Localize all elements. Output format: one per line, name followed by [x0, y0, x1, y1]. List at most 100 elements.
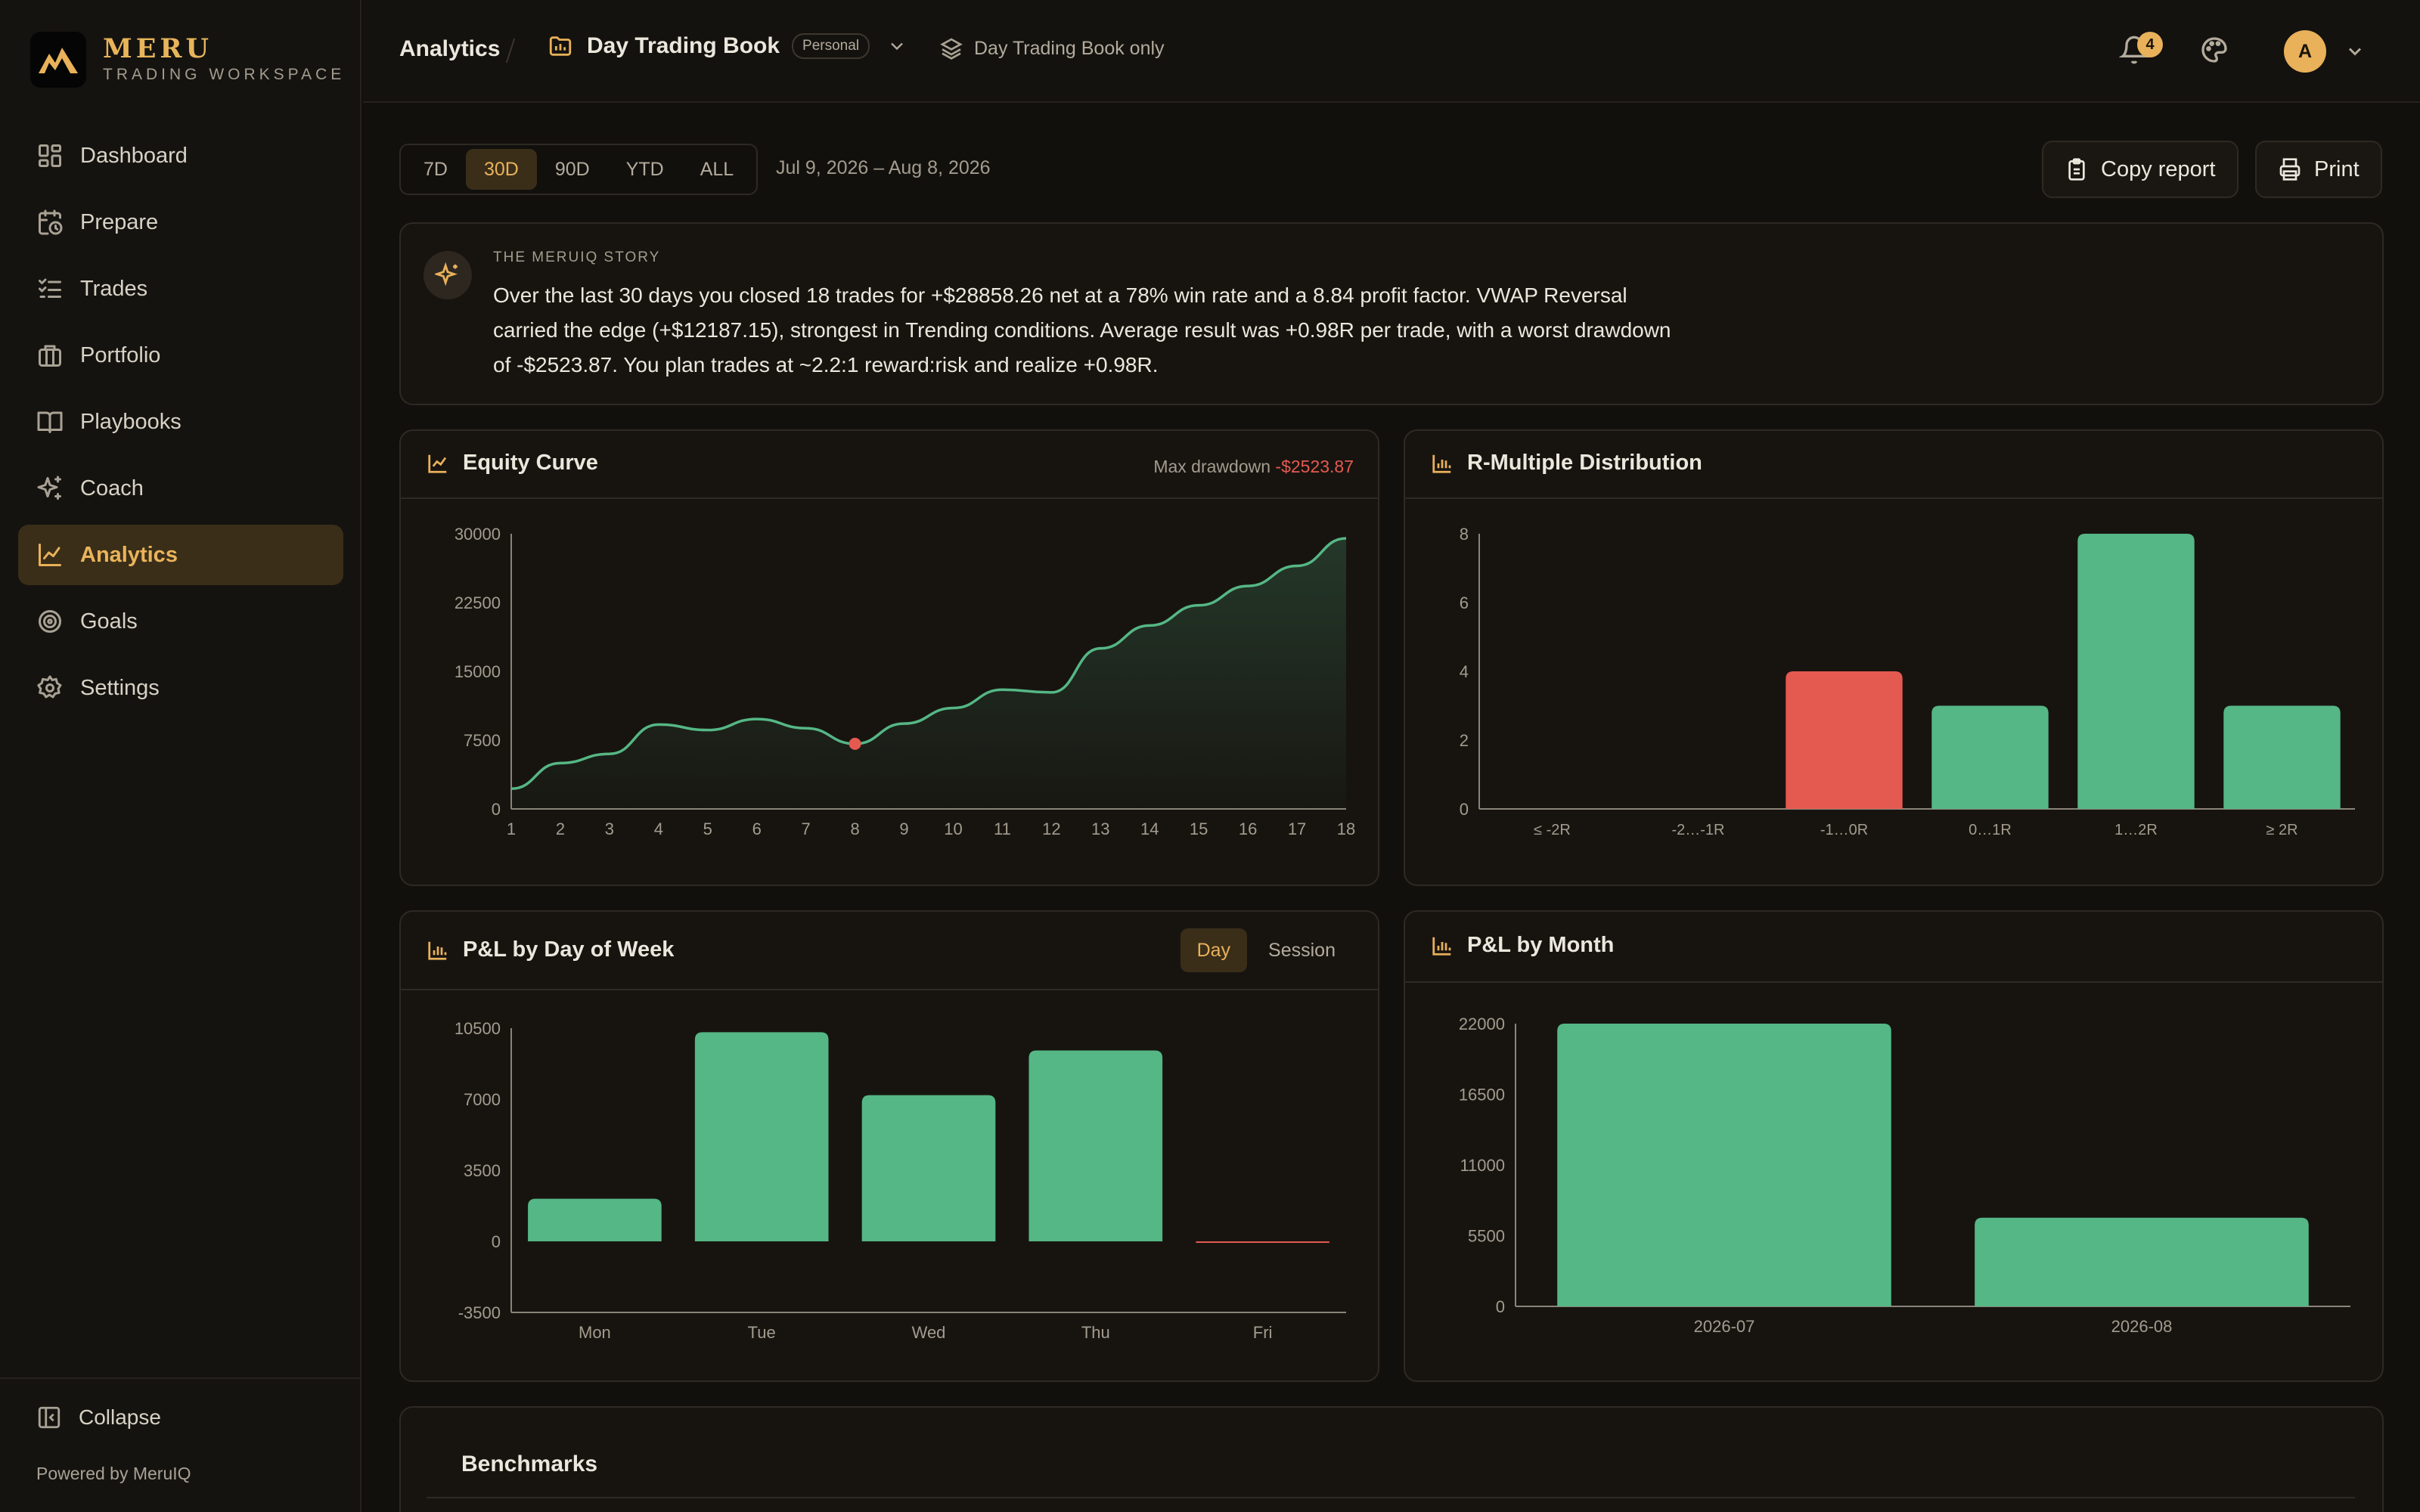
book-selector[interactable]: Day Trading Book Personal	[548, 33, 908, 59]
card-title: Benchmarks	[461, 1452, 598, 1476]
y-tick-label: 0	[492, 800, 501, 819]
sparkles-icon	[435, 262, 458, 287]
print-button[interactable]: Print	[2255, 141, 2382, 198]
sidebar-collapse-icon	[38, 1406, 60, 1429]
max-drawdown-label: Max drawdown	[1153, 457, 1271, 476]
bar	[1557, 1024, 1891, 1306]
x-tick-label: Mon	[579, 1323, 611, 1342]
y-tick-label: 7000	[464, 1090, 501, 1109]
y-tick-label: 30000	[455, 525, 501, 544]
card-header: P&L by Day of Week Day Session	[401, 912, 1378, 990]
brand[interactable]: MERU TRADING WORKSPACE	[30, 32, 345, 88]
y-tick-label: 2	[1460, 731, 1469, 750]
theme-button[interactable]	[2199, 35, 2229, 69]
card-title: R-Multiple Distribution	[1467, 451, 1702, 475]
y-tick-label: 6	[1460, 593, 1469, 612]
max-drawdown-value: -$2523.87	[1275, 457, 1354, 476]
sidebar-item-label: Dashboard	[80, 143, 188, 168]
y-tick-label: 4	[1460, 662, 1469, 681]
range-30d-button[interactable]: 30D	[465, 149, 537, 190]
toggle-session-button[interactable]: Session	[1268, 940, 1336, 961]
account-menu-button[interactable]	[2344, 41, 2366, 66]
range-all-button[interactable]: ALL	[700, 159, 734, 180]
x-tick-label: 5	[703, 820, 712, 838]
collapse-label: Collapse	[79, 1405, 161, 1429]
sidebar-item-analytics[interactable]: Analytics	[18, 525, 343, 585]
range-90d-button[interactable]: 90D	[554, 159, 590, 180]
target-icon	[39, 610, 61, 633]
bar	[694, 1032, 829, 1241]
sidebar: MERU TRADING WORKSPACE Dashboard Prepare…	[0, 0, 361, 1512]
pnl-by-day-card: P&L by Day of Week Day Session -3500 0 350…	[399, 910, 1379, 1382]
bar	[1975, 1217, 2309, 1306]
y-tick-label: 22000	[1459, 1015, 1505, 1033]
sidebar-item-settings[interactable]: Settings	[18, 658, 343, 718]
bar	[861, 1095, 996, 1241]
range-7d-button[interactable]: 7D	[424, 159, 448, 180]
y-tick-label: 15000	[455, 662, 501, 681]
x-tick-label: 2026-07	[1694, 1317, 1755, 1336]
sparkles-icon	[37, 476, 61, 500]
x-tick-label: Thu	[1081, 1323, 1110, 1342]
sidebar-item-portfolio[interactable]: Portfolio	[18, 325, 343, 386]
printer-icon	[2279, 158, 2301, 181]
copy-report-button[interactable]: Copy report	[2042, 141, 2238, 198]
x-tick-label: Tue	[748, 1323, 776, 1342]
toggle-day-button[interactable]: Day	[1180, 928, 1248, 972]
meru-logo	[30, 32, 86, 88]
sidebar-item-label: Settings	[80, 675, 160, 700]
range-ytd-button[interactable]: YTD	[625, 159, 664, 180]
book-badge: Personal	[792, 33, 870, 59]
equity-area	[511, 538, 1346, 809]
book-name: Day Trading Book	[587, 33, 780, 58]
x-tick-label: 10	[944, 820, 962, 838]
sidebar-item-prepare[interactable]: Prepare	[18, 192, 343, 253]
y-tick-label: 22500	[455, 593, 501, 612]
briefcase-icon	[39, 345, 61, 367]
sidebar-nav: Dashboard Prepare Trades Portfolio Playb…	[18, 125, 343, 724]
x-tick-label: 3	[605, 820, 614, 838]
bar-chart-icon	[1432, 454, 1451, 473]
y-tick-label: 3500	[464, 1161, 501, 1180]
x-tick-label: -1…0R	[1820, 822, 1868, 838]
sidebar-item-label: Trades	[80, 276, 148, 301]
x-tick-label: 12	[1042, 820, 1060, 838]
sidebar-item-dashboard[interactable]: Dashboard	[18, 125, 343, 186]
dashboard-icon	[39, 144, 61, 167]
drawdown-point	[849, 737, 861, 750]
story-kicker: THE MERUIQ STORY	[493, 249, 661, 265]
x-tick-label: 7	[802, 820, 811, 838]
sidebar-item-playbooks[interactable]: Playbooks	[18, 392, 343, 452]
book-chart-icon	[549, 36, 572, 56]
gear-icon	[37, 675, 62, 699]
bar	[2077, 534, 2195, 809]
scope-filter[interactable]: Day Trading Book only	[939, 36, 1165, 60]
print-label: Print	[2314, 156, 2360, 181]
y-tick-label: 0	[492, 1232, 501, 1251]
y-tick-label: 11000	[1460, 1156, 1505, 1175]
calendar-clock-icon	[39, 209, 63, 235]
sidebar-item-label: Prepare	[80, 209, 159, 234]
sidebar-item-goals[interactable]: Goals	[18, 591, 343, 652]
sidebar-item-label: Playbooks	[80, 409, 182, 434]
notification-count-badge: 4	[2137, 32, 2163, 57]
y-tick-label: 5500	[1468, 1227, 1505, 1246]
equity-line	[510, 537, 1347, 791]
list-check-icon	[39, 278, 61, 298]
book-open-icon	[37, 411, 63, 433]
sidebar-item-coach[interactable]: Coach	[18, 458, 343, 519]
x-tick-label: 18	[1337, 820, 1355, 838]
story-card: THE MERUIQ STORY Over the last 30 days y…	[399, 222, 2384, 405]
sidebar-item-label: Portfolio	[80, 342, 161, 367]
sidebar-item-trades[interactable]: Trades	[18, 259, 343, 319]
x-tick-label: Fri	[1253, 1323, 1273, 1342]
notifications-button[interactable]: 4	[2118, 32, 2163, 68]
bar	[1028, 1050, 1163, 1241]
avatar[interactable]: A	[2284, 30, 2326, 73]
card-title: P&L by Day of Week	[463, 937, 675, 962]
collapse-button[interactable]: Collapse	[36, 1405, 161, 1430]
x-tick-label: 2	[556, 820, 565, 838]
bar-chart-icon	[428, 941, 447, 960]
y-tick-label: 10500	[455, 1019, 501, 1038]
